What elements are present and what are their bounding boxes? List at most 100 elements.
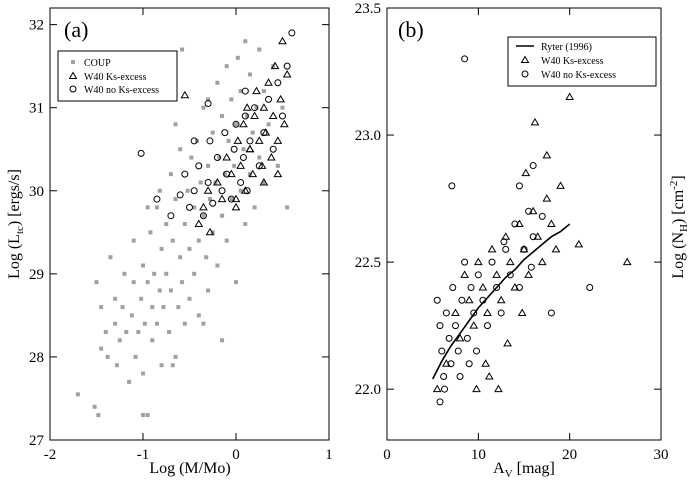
coup-point — [157, 288, 162, 293]
legend-ryter-label: Ryter (1996) — [541, 42, 592, 53]
w40-no-ks-excess-point — [251, 104, 259, 112]
coup-point — [257, 155, 262, 160]
w40-ks-excess-point — [455, 333, 465, 342]
coup-point — [124, 330, 129, 334]
w40-ks-excess-point — [273, 169, 283, 178]
coup-point — [215, 263, 220, 268]
w40-ks-excess-point — [432, 384, 442, 393]
w40-no-ks-excess-point — [265, 95, 273, 103]
coup-point — [161, 305, 166, 310]
coup-point — [182, 321, 187, 326]
w40-no-ks-excess-point — [493, 284, 501, 292]
coup-point — [238, 188, 243, 193]
coup-point — [201, 105, 206, 110]
coup-point — [113, 321, 118, 326]
coup-point — [99, 346, 104, 351]
coup-point — [173, 197, 178, 202]
coup-point — [247, 72, 252, 77]
coup-point — [117, 338, 122, 343]
w40-ks-excess-point — [252, 86, 261, 95]
coup-point — [141, 263, 145, 268]
coup-point — [198, 180, 203, 185]
w40-ks-excess-point — [537, 257, 547, 266]
w40-no-ks-excess-point — [447, 360, 455, 368]
coup-point — [168, 172, 173, 177]
legend-coup-label: COUP — [84, 58, 111, 69]
legend-ks-excess-label: W40 Ks-excess — [84, 72, 147, 83]
x-tick-label: 30 — [654, 447, 669, 463]
w40-no-ks-excess-point — [433, 296, 441, 304]
coup-point — [164, 222, 169, 226]
w40-no-ks-excess-point — [176, 191, 184, 199]
panel-b-x-axis-label-main: A — [493, 460, 505, 477]
w40-no-ks-excess-point — [515, 284, 523, 292]
w40-no-ks-excess-point — [255, 162, 263, 170]
panel-b-y-axis-label: Log (NH) [cm-2] — [668, 175, 690, 278]
coup-point — [148, 230, 153, 235]
w40-no-ks-excess-point — [206, 137, 214, 145]
coup-point — [226, 138, 231, 143]
w40-ks-excess-point — [233, 136, 243, 144]
x-tick-label: 0 — [232, 447, 240, 463]
w40-no-ks-excess-point — [440, 372, 448, 380]
coup-point — [150, 305, 155, 310]
panel-b-marks — [431, 55, 632, 406]
w40-no-ks-excess-point — [527, 263, 535, 271]
coup-point — [222, 172, 227, 177]
y-tick-label: 27 — [29, 433, 45, 449]
legend-no-ks-excess-marker — [69, 85, 77, 93]
y-tick-label: 23.0 — [355, 128, 381, 144]
w40-ks-excess-point — [503, 338, 512, 347]
coup-point — [187, 246, 192, 251]
w40-no-ks-excess-point — [199, 212, 207, 220]
w40-no-ks-excess-point — [227, 195, 235, 203]
w40-ks-excess-point — [259, 103, 269, 111]
coup-point — [238, 89, 243, 94]
coup-point — [217, 155, 222, 160]
w40-ks-excess-point — [180, 90, 190, 99]
coup-point — [243, 39, 248, 44]
coup-point — [275, 163, 280, 168]
panel-b: 0 10 20 30 22.0 22.5 23.0 23.5 (b) AV [mag] Log… — [355, 1, 690, 480]
y-tick-label: 32 — [29, 18, 44, 34]
coup-point — [247, 172, 252, 177]
coup-point — [167, 330, 172, 334]
panel-a-y-axis-label-main: Log (L — [6, 234, 23, 279]
y-tick-label: 22.5 — [355, 255, 381, 271]
w40-ks-excess-point — [565, 92, 575, 100]
coup-point — [145, 413, 150, 418]
panel-a-marks — [75, 29, 296, 418]
w40-ks-excess-point — [524, 270, 533, 278]
coup-point — [280, 105, 285, 110]
coup-point — [157, 188, 162, 193]
coup-point — [170, 238, 175, 243]
w40-no-ks-excess-point — [137, 149, 145, 157]
panel-b-y-axis-label-close: ] — [670, 175, 687, 180]
w40-ks-excess-point — [205, 227, 215, 236]
panel-b-legend-box — [507, 36, 657, 87]
w40-ks-excess-point — [282, 69, 292, 78]
panel-b-ticks: 0 10 20 30 22.0 22.5 23.0 23.5 — [355, 1, 669, 463]
w40-no-ks-excess-point — [279, 112, 286, 120]
y-tick-label: 23.5 — [355, 1, 381, 17]
coup-point — [189, 155, 194, 160]
y-tick-label: 31 — [29, 101, 44, 117]
coup-point — [145, 280, 150, 285]
w40-no-ks-excess-point — [246, 137, 254, 145]
w40-ks-excess-point — [496, 295, 506, 304]
w40-no-ks-excess-point — [506, 271, 514, 279]
w40-no-ks-excess-point — [456, 372, 464, 380]
w40-no-ks-excess-point — [547, 309, 555, 317]
w40-ks-excess-point — [473, 257, 483, 266]
y-tick-label: 22.0 — [355, 382, 381, 398]
coup-point — [120, 305, 125, 310]
coup-point — [127, 379, 132, 384]
w40-no-ks-excess-point — [488, 258, 496, 266]
coup-point — [75, 392, 80, 397]
w40-ks-excess-point — [574, 239, 584, 248]
w40-ks-excess-point — [213, 177, 222, 186]
coup-point — [178, 147, 183, 152]
w40-no-ks-excess-point — [474, 271, 482, 279]
coup-point — [192, 205, 197, 210]
w40-ks-excess-point — [542, 150, 552, 159]
